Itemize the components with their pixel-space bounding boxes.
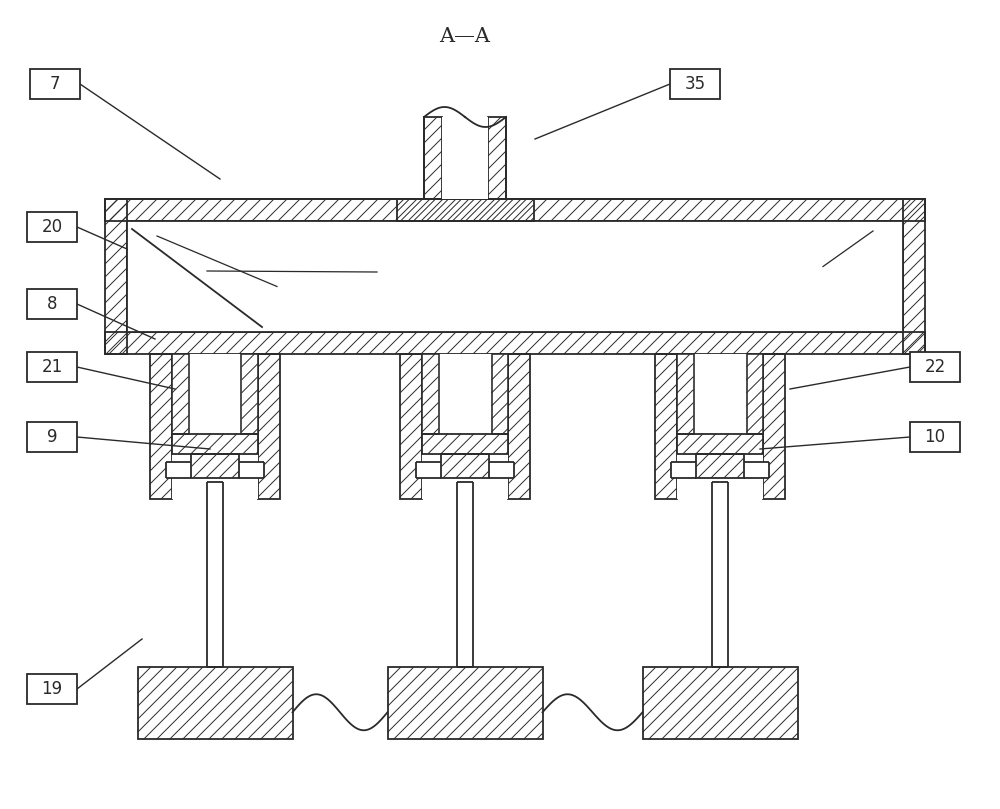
Bar [191, 454, 239, 478]
Bar [172, 434, 258, 454]
Bar [441, 454, 489, 478]
Bar [166, 463, 191, 478]
Bar [241, 354, 258, 434]
Bar [747, 354, 763, 434]
Bar [30, 69, 80, 99]
Bar [400, 354, 422, 499]
Bar [416, 463, 441, 478]
Bar [677, 354, 763, 499]
Text: 10: 10 [924, 428, 946, 446]
Text: 20: 20 [41, 218, 63, 236]
Bar [903, 199, 925, 354]
Bar [138, 667, 292, 739]
Bar [763, 354, 785, 499]
Bar [670, 69, 720, 99]
Bar [27, 212, 77, 242]
Bar [489, 463, 514, 478]
Bar [191, 454, 239, 478]
Bar [105, 199, 925, 221]
Bar [388, 667, 543, 739]
Text: 19: 19 [41, 680, 63, 698]
Bar [747, 354, 763, 434]
Bar [903, 199, 925, 354]
Bar [400, 354, 422, 499]
Bar [258, 354, 280, 499]
Bar [671, 463, 696, 478]
Bar [424, 117, 442, 199]
Bar [488, 117, 506, 199]
Bar [696, 454, 744, 478]
Bar [744, 463, 769, 478]
Bar [127, 221, 903, 332]
Text: 21: 21 [41, 358, 63, 376]
Bar [105, 332, 925, 354]
Bar [388, 667, 543, 739]
Text: 9: 9 [47, 428, 57, 446]
Bar [172, 434, 258, 454]
Bar [397, 199, 534, 221]
Text: 22: 22 [924, 358, 946, 376]
Bar [677, 434, 763, 454]
Bar [677, 434, 763, 454]
Text: 7: 7 [50, 75, 60, 93]
Bar [422, 354, 508, 499]
Bar [138, 667, 292, 739]
Bar [258, 354, 280, 499]
Text: 8: 8 [47, 295, 57, 313]
Bar [696, 454, 744, 478]
Bar [27, 289, 77, 319]
Bar [492, 354, 508, 434]
Bar [677, 354, 694, 434]
Bar [422, 354, 438, 434]
Bar [172, 354, 188, 434]
Bar [27, 674, 77, 704]
Bar [239, 463, 264, 478]
Bar [424, 117, 442, 199]
Bar [397, 199, 534, 221]
Bar [27, 352, 77, 382]
Bar [105, 332, 925, 354]
Bar [508, 354, 530, 499]
Bar [172, 354, 258, 499]
Bar [910, 422, 960, 452]
Bar [422, 354, 438, 434]
Bar [105, 199, 127, 354]
Bar [655, 354, 677, 499]
Bar [642, 667, 798, 739]
Bar [441, 454, 489, 478]
Text: A—A: A—A [440, 28, 491, 46]
Bar [442, 117, 488, 199]
Bar [422, 434, 508, 454]
Bar [642, 667, 798, 739]
Bar [655, 354, 677, 499]
Bar [677, 354, 694, 434]
Bar [422, 434, 508, 454]
Bar [488, 117, 506, 199]
Bar [105, 199, 925, 221]
Bar [241, 354, 258, 434]
Bar [27, 422, 77, 452]
Bar [105, 199, 127, 354]
Bar [492, 354, 508, 434]
Bar [150, 354, 172, 499]
Bar [172, 354, 188, 434]
Bar [508, 354, 530, 499]
Text: 35: 35 [684, 75, 706, 93]
Bar [763, 354, 785, 499]
Bar [150, 354, 172, 499]
Bar [910, 352, 960, 382]
